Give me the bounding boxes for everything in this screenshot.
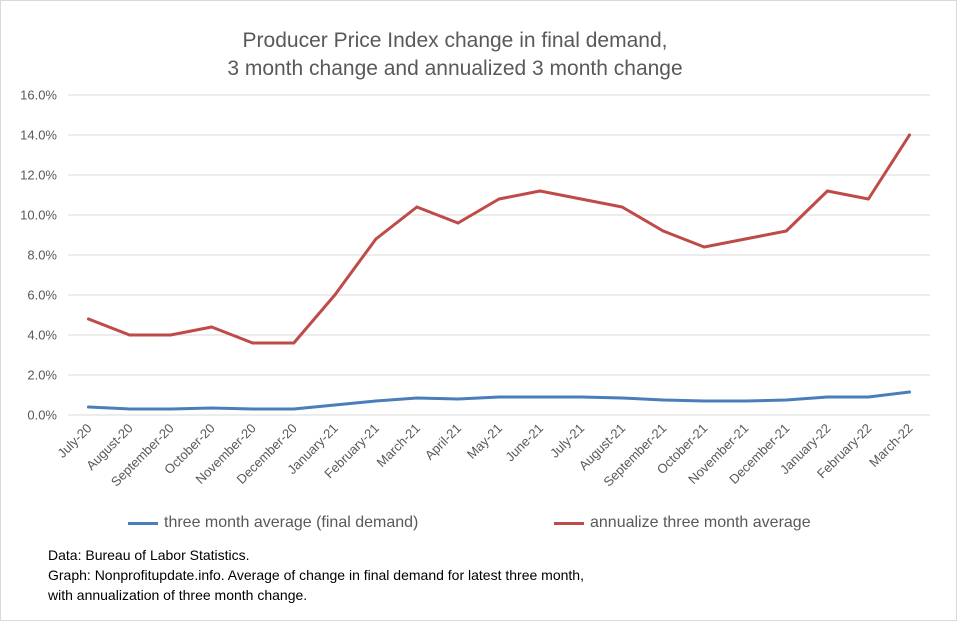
data-point: [784, 229, 788, 233]
series-line-2: [87, 133, 911, 345]
data-point: [702, 245, 706, 249]
data-point: [210, 325, 214, 329]
legend-label-series-2: annualize three month average: [590, 514, 811, 531]
data-point: [374, 237, 378, 241]
data-point: [661, 229, 665, 233]
data-point: [620, 396, 624, 400]
data-point: [538, 189, 542, 193]
legend-swatch-series-1: [128, 521, 158, 525]
data-point: [784, 398, 788, 402]
series-lines: [87, 133, 911, 411]
data-point: [456, 397, 460, 401]
chart-title-line-2: 3 month change and annualized 3 month ch…: [227, 57, 683, 80]
y-tick-label: 2.0%: [27, 368, 57, 383]
y-tick-label: 4.0%: [27, 328, 57, 343]
data-point: [333, 403, 337, 407]
x-tick-label: May-21: [464, 421, 505, 462]
data-point: [251, 407, 255, 411]
x-tick-label: March-21: [374, 421, 423, 470]
data-point: [907, 133, 911, 137]
data-point: [251, 341, 255, 345]
data-point: [497, 395, 501, 399]
legend-item-series-1: three month average (final demand): [128, 514, 418, 532]
x-tick-label: July-21: [547, 421, 587, 461]
y-tick-label: 8.0%: [27, 248, 57, 263]
data-point: [415, 205, 419, 209]
x-tick-label: June-21: [502, 421, 546, 465]
y-axis-labels: 0.0% 2.0% 4.0% 6.0% 8.0% 10.0% 12.0% 14.0% 16.0%: [20, 88, 57, 423]
data-point: [866, 197, 870, 201]
data-point: [87, 317, 91, 321]
data-point: [333, 293, 337, 297]
data-point: [87, 405, 91, 409]
gridlines: [68, 94, 930, 416]
y-tick-label: 12.0%: [20, 168, 57, 183]
data-point: [292, 407, 296, 411]
y-tick-label: 14.0%: [20, 128, 57, 143]
x-tick-label: March-22: [866, 421, 915, 470]
data-point: [907, 390, 911, 394]
chart-title: Producer Price Index change in final dem…: [0, 27, 910, 83]
data-point: [128, 407, 132, 411]
x-tick-label: July-20: [54, 421, 94, 461]
y-tick-label: 0.0%: [27, 408, 57, 423]
chart-title-line-1: Producer Price Index change in final dem…: [242, 29, 668, 52]
y-tick-label: 16.0%: [20, 88, 57, 103]
source-notes: Data: Bureau of Labor Statistics. Graph:…: [48, 545, 584, 605]
data-point: [497, 197, 501, 201]
data-point: [128, 333, 132, 337]
data-point: [702, 399, 706, 403]
data-point: [415, 396, 419, 400]
data-point: [743, 237, 747, 241]
data-point: [620, 205, 624, 209]
data-point: [661, 398, 665, 402]
x-axis-labels: July-20August-20September-20October-20No…: [54, 421, 915, 490]
note-line-3: with annualization of three month change…: [48, 587, 308, 603]
data-point: [374, 399, 378, 403]
data-point: [169, 333, 173, 337]
data-point: [292, 341, 296, 345]
data-point: [866, 395, 870, 399]
note-line-1: Data: Bureau of Labor Statistics.: [48, 547, 250, 563]
data-point: [579, 197, 583, 201]
legend-item-series-2: annualize three month average: [554, 514, 811, 532]
data-point: [825, 395, 829, 399]
data-point: [579, 395, 583, 399]
data-point: [210, 406, 214, 410]
data-point: [456, 221, 460, 225]
data-point: [169, 407, 173, 411]
x-tick-label: April-21: [422, 421, 464, 463]
data-point: [538, 395, 542, 399]
legend-swatch-series-2: [554, 521, 584, 525]
note-line-2: Graph: Nonprofitupdate.info. Average of …: [48, 567, 584, 583]
legend-label-series-1: three month average (final demand): [164, 514, 419, 531]
y-tick-label: 6.0%: [27, 288, 57, 303]
y-tick-label: 10.0%: [20, 208, 57, 223]
data-point: [743, 399, 747, 403]
data-point: [825, 189, 829, 193]
